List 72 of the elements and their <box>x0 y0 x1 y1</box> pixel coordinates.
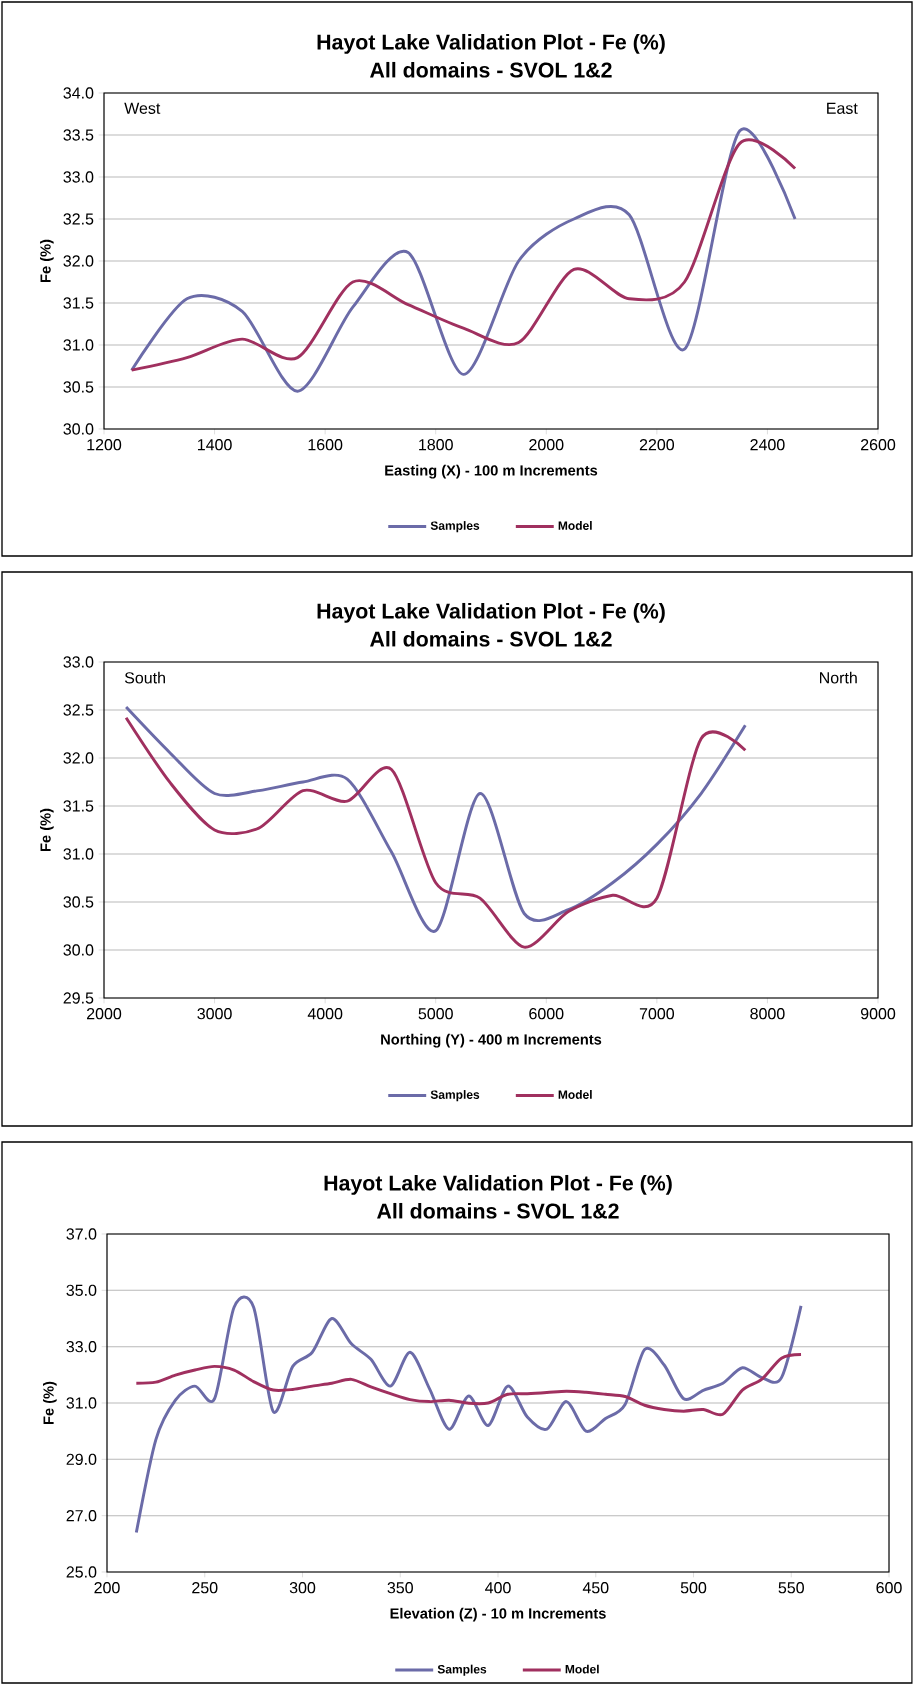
y-tick-label: 32.5 <box>63 704 94 716</box>
x-tick-label: 200 <box>94 1582 120 1594</box>
x-tick-label: 250 <box>192 1582 218 1594</box>
x-tick-label: 2200 <box>639 439 675 451</box>
legend-label: Samples <box>430 521 480 533</box>
x-tick-label: 450 <box>582 1582 609 1594</box>
y-tick-label: 30.5 <box>63 896 94 908</box>
y-tick-label: 25.0 <box>66 1566 97 1578</box>
chart-subtitle: All domains - SVOL 1&2 <box>377 1202 619 1219</box>
x-tick-label: 350 <box>387 1582 413 1594</box>
y-tick-label: 31.5 <box>63 800 94 812</box>
legend-label: Samples <box>430 1090 480 1102</box>
annotation: North <box>820 671 857 684</box>
x-tick-label: 4000 <box>307 1008 343 1020</box>
y-tick-label: 32.0 <box>63 255 94 267</box>
legend-label: Samples <box>437 1664 487 1676</box>
y-tick-label: 33.0 <box>63 171 94 183</box>
x-axis-title: Northing (Y) - 400 m Increments <box>381 1033 602 1048</box>
y-tick-label: 33.0 <box>63 656 94 668</box>
x-tick-label: 2000 <box>87 1008 122 1020</box>
y-tick-label: 32.5 <box>63 213 94 225</box>
legend-label: Model <box>565 1664 599 1674</box>
y-tick-label: 32.0 <box>63 752 94 764</box>
y-tick-label: 31.0 <box>63 848 94 860</box>
y-axis-title: Fe (%) <box>42 1381 57 1425</box>
y-tick-label: 27.0 <box>66 1510 97 1522</box>
chart-title: Hayot Lake Validation Plot - Fe (%) <box>324 1174 672 1195</box>
x-tick-label: 400 <box>485 1582 511 1594</box>
annotation: West <box>124 102 161 114</box>
x-tick-label: 2000 <box>529 439 564 451</box>
x-tick-label: 1800 <box>419 439 453 451</box>
x-tick-label: 600 <box>876 1582 902 1594</box>
y-tick-label: 33.5 <box>63 129 94 141</box>
annotation: East <box>827 102 858 114</box>
line-series <box>134 1353 803 1417</box>
x-tick-label: 1600 <box>308 439 343 451</box>
chart-subtitle: All domains - SVOL 1&2 <box>370 630 612 647</box>
x-tick-label: 500 <box>680 1582 707 1594</box>
y-tick-label: 30.0 <box>63 944 94 956</box>
y-tick-label: 30.0 <box>63 423 94 435</box>
x-tick-label: 9000 <box>860 1008 896 1020</box>
x-tick-label: 2600 <box>861 439 896 451</box>
y-axis-title: Fe (%) <box>39 239 54 282</box>
y-tick-label: 29.5 <box>63 992 94 1004</box>
x-tick-label: 5000 <box>418 1008 453 1020</box>
chart-title: Hayot Lake Validation Plot - Fe (%) <box>317 33 665 54</box>
y-tick-label: 31.0 <box>63 339 94 351</box>
y-tick-label: 30.5 <box>63 381 94 393</box>
y-tick-label: 34.0 <box>63 87 94 99</box>
y-tick-label: 31.5 <box>63 297 94 309</box>
x-tick-label: 6000 <box>529 1008 564 1020</box>
x-tick-label: 7000 <box>639 1008 675 1020</box>
y-tick-label: 37.0 <box>66 1228 97 1240</box>
x-tick-label: 550 <box>778 1582 804 1594</box>
y-tick-label: 33.0 <box>66 1341 97 1353</box>
chart-title: Hayot Lake Validation Plot - Fe (%) <box>317 602 665 623</box>
y-tick-label: 31.0 <box>66 1397 97 1409</box>
x-tick-label: 3000 <box>197 1008 232 1020</box>
y-axis-title: Fe (%) <box>39 808 54 852</box>
x-tick-label: 300 <box>289 1582 316 1594</box>
x-axis-title: Easting (X) - 100 m Increments <box>385 464 598 479</box>
legend-label: Model <box>558 521 592 530</box>
annotation: South <box>124 671 165 684</box>
legend-label: Model <box>558 1090 592 1099</box>
y-tick-label: 29.0 <box>66 1453 97 1465</box>
x-tick-label: 1200 <box>87 439 122 451</box>
chart-subtitle: All domains - SVOL 1&2 <box>370 61 612 78</box>
x-tick-label: 1400 <box>197 439 232 451</box>
x-axis-title: Elevation (Z) - 10 m Increments <box>390 1607 606 1622</box>
x-tick-label: 8000 <box>750 1008 785 1020</box>
y-tick-label: 35.0 <box>66 1284 97 1296</box>
x-tick-label: 2400 <box>750 439 785 451</box>
